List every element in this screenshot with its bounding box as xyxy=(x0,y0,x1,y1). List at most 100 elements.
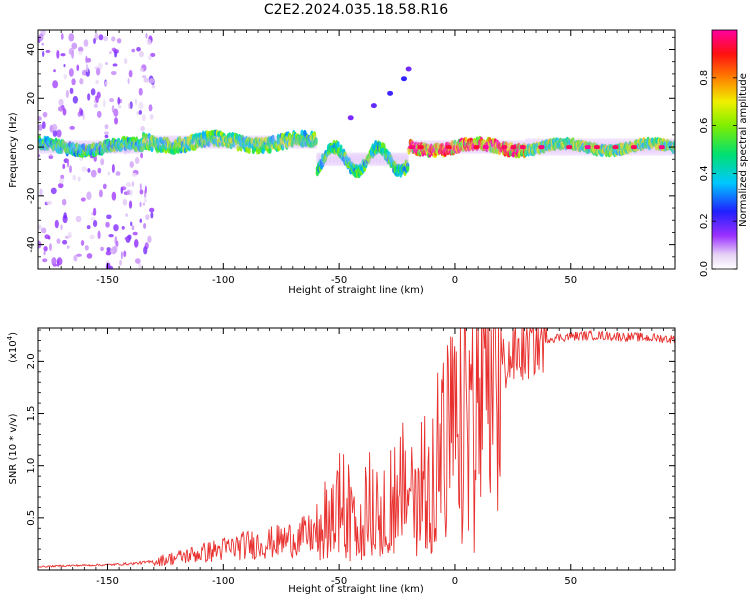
snr-multiplier: (x104) xyxy=(6,332,19,363)
heatmap-cell xyxy=(108,234,114,238)
heatmap-cell xyxy=(49,243,52,252)
heatmap-cell xyxy=(335,152,339,167)
heatmap-cell xyxy=(103,35,109,42)
heatmap-cell xyxy=(42,50,45,57)
heatmap-cell xyxy=(97,167,102,174)
heatmap-cell xyxy=(79,78,84,85)
heatmap-cell xyxy=(104,131,109,135)
heatmap-cell xyxy=(62,163,66,170)
heatmap-cell xyxy=(382,143,386,150)
heatmap-cell xyxy=(81,166,88,172)
heatmap-cell xyxy=(110,71,117,76)
heatmap-cell xyxy=(143,222,147,229)
y-tick-label: 2.0 xyxy=(26,353,37,369)
heatmap-cell xyxy=(82,112,85,121)
heatmap-cell xyxy=(68,33,75,42)
heatmap-cell xyxy=(63,64,66,68)
heatmap-cell xyxy=(100,158,105,166)
x-tick-label: 0 xyxy=(452,576,458,587)
heatmap-cell xyxy=(38,124,43,131)
heatmap-cell xyxy=(149,113,154,120)
heatmap-cell xyxy=(359,152,362,167)
heatmap-cell xyxy=(38,154,41,158)
heatmap-cell xyxy=(140,125,146,132)
heatmap-cell xyxy=(356,152,359,167)
y-tick-label: 0 xyxy=(26,144,37,150)
heatmap-cell xyxy=(353,152,357,167)
heatmap-cell xyxy=(72,95,79,104)
heatmap-cell xyxy=(77,176,81,182)
heatmap-cell xyxy=(107,171,110,176)
heatmap-cell xyxy=(406,165,410,173)
heatmap-cell xyxy=(445,145,452,150)
heatmap-cell xyxy=(38,224,42,230)
heatmap-cell xyxy=(60,53,66,57)
heatmap-cell xyxy=(147,235,152,243)
heatmap-cell xyxy=(142,114,146,122)
heatmap-cell xyxy=(115,240,119,247)
heatmap-cell xyxy=(105,250,112,256)
heatmap-cell xyxy=(396,152,400,167)
heatmap-cell xyxy=(43,245,48,252)
heatmap-cell xyxy=(68,48,74,56)
heatmap-cell xyxy=(300,129,304,136)
x-tick-label: -150 xyxy=(96,576,119,587)
heatmap-cell xyxy=(75,142,79,149)
heatmap-cell xyxy=(69,125,75,130)
heatmap-cell xyxy=(400,76,407,82)
heatmap-cell xyxy=(334,152,337,167)
heatmap-cell xyxy=(370,103,377,109)
heatmap-cell xyxy=(109,97,115,103)
heatmap-cell xyxy=(519,145,526,150)
heatmap-cell xyxy=(67,231,72,238)
heatmap-cell xyxy=(125,213,128,217)
snr-xlabel: Height of straight line (km) xyxy=(288,584,424,595)
heatmap-cell xyxy=(139,51,144,58)
heatmap-cell xyxy=(330,152,333,167)
heatmap-cell xyxy=(105,221,110,228)
heatmap-cell xyxy=(128,103,131,110)
heatmap-cell xyxy=(43,251,46,256)
heatmap-cell xyxy=(86,191,92,200)
x-tick-label: -50 xyxy=(331,275,347,286)
heatmap-cell xyxy=(139,189,144,195)
heatmap-cell xyxy=(77,46,84,53)
heatmap-cell xyxy=(57,106,64,112)
heatmap-cell xyxy=(268,147,272,154)
heatmap-cell xyxy=(60,224,63,231)
heatmap-cell xyxy=(60,33,64,40)
heatmap-cell xyxy=(658,145,665,150)
heatmap-cell xyxy=(103,99,106,108)
heatmap-cell xyxy=(443,150,447,158)
heatmap-cell xyxy=(176,147,180,154)
heatmap-cell xyxy=(398,152,401,167)
spectrogram-ylabel: Frequency (Hz) xyxy=(8,112,19,188)
heatmap-cell xyxy=(134,258,141,264)
heatmap-cell xyxy=(355,152,358,167)
heatmap-cell xyxy=(90,217,96,221)
heatmap-cell xyxy=(357,152,361,167)
heatmap-cell xyxy=(143,77,150,83)
heatmap-cell xyxy=(104,124,109,130)
x-tick-label: -150 xyxy=(96,275,119,286)
heatmap-cell xyxy=(69,87,74,94)
heatmap-cell xyxy=(149,78,155,84)
heatmap-cell xyxy=(45,49,51,54)
heatmap-cell xyxy=(104,134,109,139)
heatmap-cell xyxy=(138,110,143,115)
heatmap-cell xyxy=(58,98,64,106)
heatmap-cell xyxy=(408,145,415,150)
heatmap-cell xyxy=(106,247,111,252)
heatmap-cell xyxy=(98,189,103,198)
heatmap-cell xyxy=(584,145,591,150)
heatmap-cell xyxy=(257,147,261,155)
heatmap-cell xyxy=(87,93,91,101)
heatmap-cell xyxy=(325,152,329,167)
heatmap-cell xyxy=(133,239,139,248)
heatmap-cell xyxy=(150,145,154,153)
colorbar: 0.0 0.2 0.4 0.6 0.8 Normalized spectral ampl… xyxy=(699,29,749,277)
heatmap-cell xyxy=(71,42,78,50)
heatmap-cell xyxy=(126,189,131,195)
heatmap-cell xyxy=(50,187,57,195)
heatmap-cell xyxy=(314,138,318,145)
